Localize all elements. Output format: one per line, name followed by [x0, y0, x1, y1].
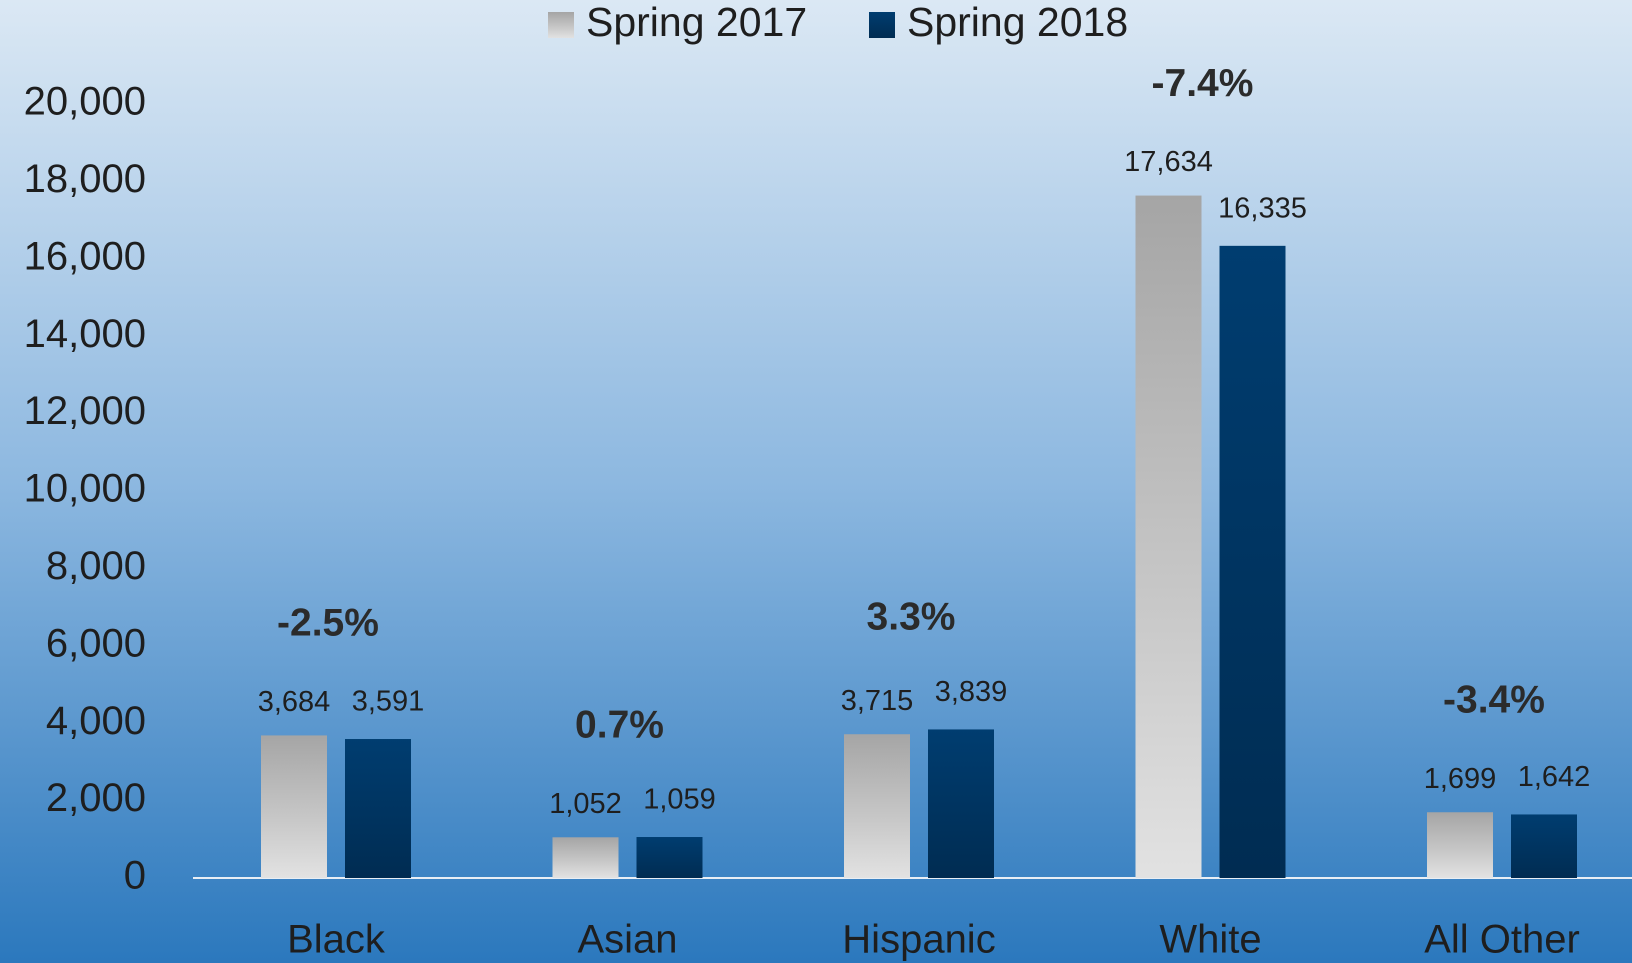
y-tick-label: 14,000	[24, 312, 146, 356]
bar	[928, 729, 994, 878]
annotation: -3.4%	[1443, 679, 1545, 722]
x-tick-label: Hispanic	[842, 918, 995, 962]
bar	[636, 837, 703, 878]
value-label: 1,699	[1424, 763, 1497, 795]
bar	[844, 734, 910, 878]
value-label: 16,335	[1218, 192, 1307, 224]
y-tick-label: 6,000	[46, 621, 146, 665]
bar	[1511, 814, 1577, 878]
x-tick-label: Asian	[577, 918, 677, 962]
bar	[261, 735, 327, 878]
annotation: -7.4%	[1152, 62, 1254, 105]
x-tick-label: All Other	[1424, 918, 1580, 962]
annotation: 0.7%	[575, 703, 664, 746]
legend-label: Spring 2018	[907, 0, 1128, 45]
bar	[1219, 245, 1286, 878]
value-label: 3,684	[258, 686, 331, 718]
value-label: 3,715	[841, 685, 914, 717]
value-label: 1,642	[1518, 761, 1591, 793]
value-label: 3,591	[352, 686, 425, 718]
y-tick-label: 0	[124, 854, 146, 898]
y-tick-label: 4,000	[46, 699, 146, 743]
y-tick-label: 8,000	[46, 544, 146, 588]
legend-swatch	[548, 12, 574, 38]
y-tick-label: 12,000	[24, 389, 146, 433]
y-tick-label: 10,000	[24, 467, 146, 511]
y-tick-label: 2,000	[46, 776, 146, 820]
value-label: 1,052	[549, 788, 622, 820]
bar	[552, 837, 619, 878]
bar	[1135, 195, 1202, 878]
legend-swatch	[869, 12, 895, 38]
y-tick-label: 16,000	[24, 234, 146, 278]
bar	[345, 739, 411, 878]
value-label: 3,839	[935, 676, 1008, 708]
y-tick-label: 18,000	[24, 157, 146, 201]
y-tick-label: 20,000	[24, 80, 146, 124]
bar	[1427, 812, 1493, 878]
x-tick-label: Black	[287, 918, 386, 962]
annotation: -2.5%	[277, 602, 379, 645]
legend-label: Spring 2017	[586, 0, 807, 45]
x-tick-label: White	[1159, 918, 1261, 962]
annotation: 3.3%	[867, 596, 956, 639]
value-label: 17,634	[1124, 146, 1213, 178]
value-label: 1,059	[643, 784, 716, 816]
